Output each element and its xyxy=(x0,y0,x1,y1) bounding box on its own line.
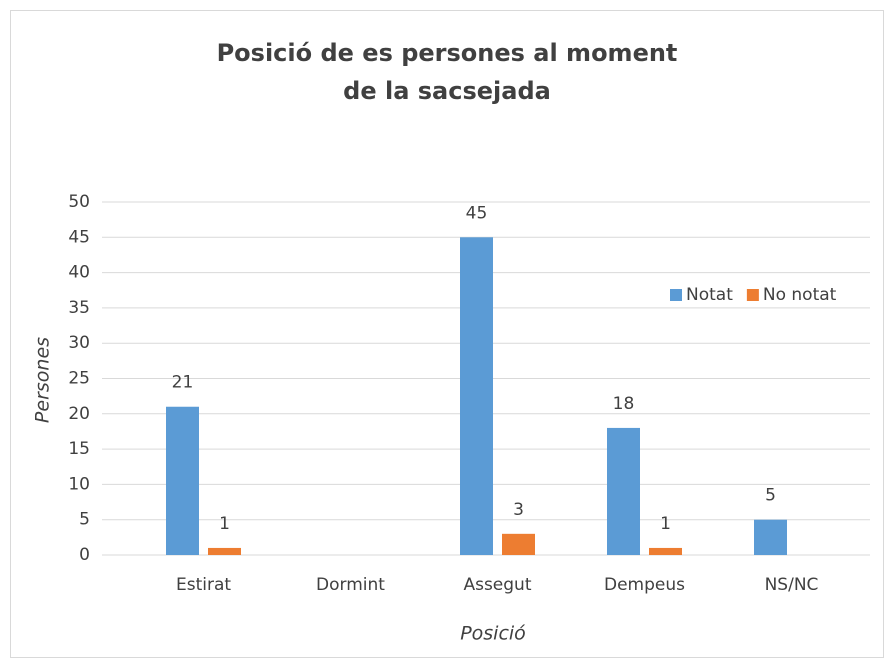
data-label: 3 xyxy=(513,500,524,520)
y-tick-label: 45 xyxy=(68,227,90,247)
data-label: 21 xyxy=(172,373,194,393)
chart-title: Posició de es persones al moment xyxy=(217,39,678,67)
data-label: 1 xyxy=(219,514,230,534)
data-label: 18 xyxy=(613,394,635,414)
chart-frame xyxy=(10,10,884,658)
x-tick-label: NS/NC xyxy=(765,575,819,595)
bar xyxy=(502,533,535,555)
y-tick-label: 50 xyxy=(68,192,90,212)
y-tick-label: 0 xyxy=(79,545,90,565)
x-tick-label: Dempeus xyxy=(604,575,685,595)
data-label: 5 xyxy=(765,486,776,506)
y-tick-label: 10 xyxy=(68,474,90,494)
bar xyxy=(208,547,241,555)
legend-label: Notat xyxy=(686,285,733,305)
y-tick-label: 35 xyxy=(68,298,90,318)
legend-label: No notat xyxy=(763,285,837,305)
x-tick-label: Assegut xyxy=(463,575,531,595)
y-tick-label: 40 xyxy=(68,263,90,283)
legend-swatch xyxy=(670,289,682,301)
data-label: 45 xyxy=(466,203,488,223)
y-tick-label: 20 xyxy=(68,404,90,424)
chart-title: de la sacsejada xyxy=(343,77,551,105)
x-tick-label: Dormint xyxy=(316,575,385,595)
bar xyxy=(460,237,493,556)
y-tick-label: 30 xyxy=(68,333,90,353)
legend-swatch xyxy=(746,289,759,301)
y-tick-label: 5 xyxy=(79,510,90,530)
x-axis-title: Posició xyxy=(460,623,526,645)
bar xyxy=(754,519,787,555)
data-label: 1 xyxy=(660,514,671,534)
y-axis-title: Persones xyxy=(32,337,54,423)
bar xyxy=(607,427,640,555)
y-tick-label: 15 xyxy=(68,439,90,459)
y-tick-label: 25 xyxy=(68,369,90,389)
bar xyxy=(649,547,682,555)
x-tick-label: Estirat xyxy=(176,575,231,595)
bar xyxy=(166,406,199,555)
